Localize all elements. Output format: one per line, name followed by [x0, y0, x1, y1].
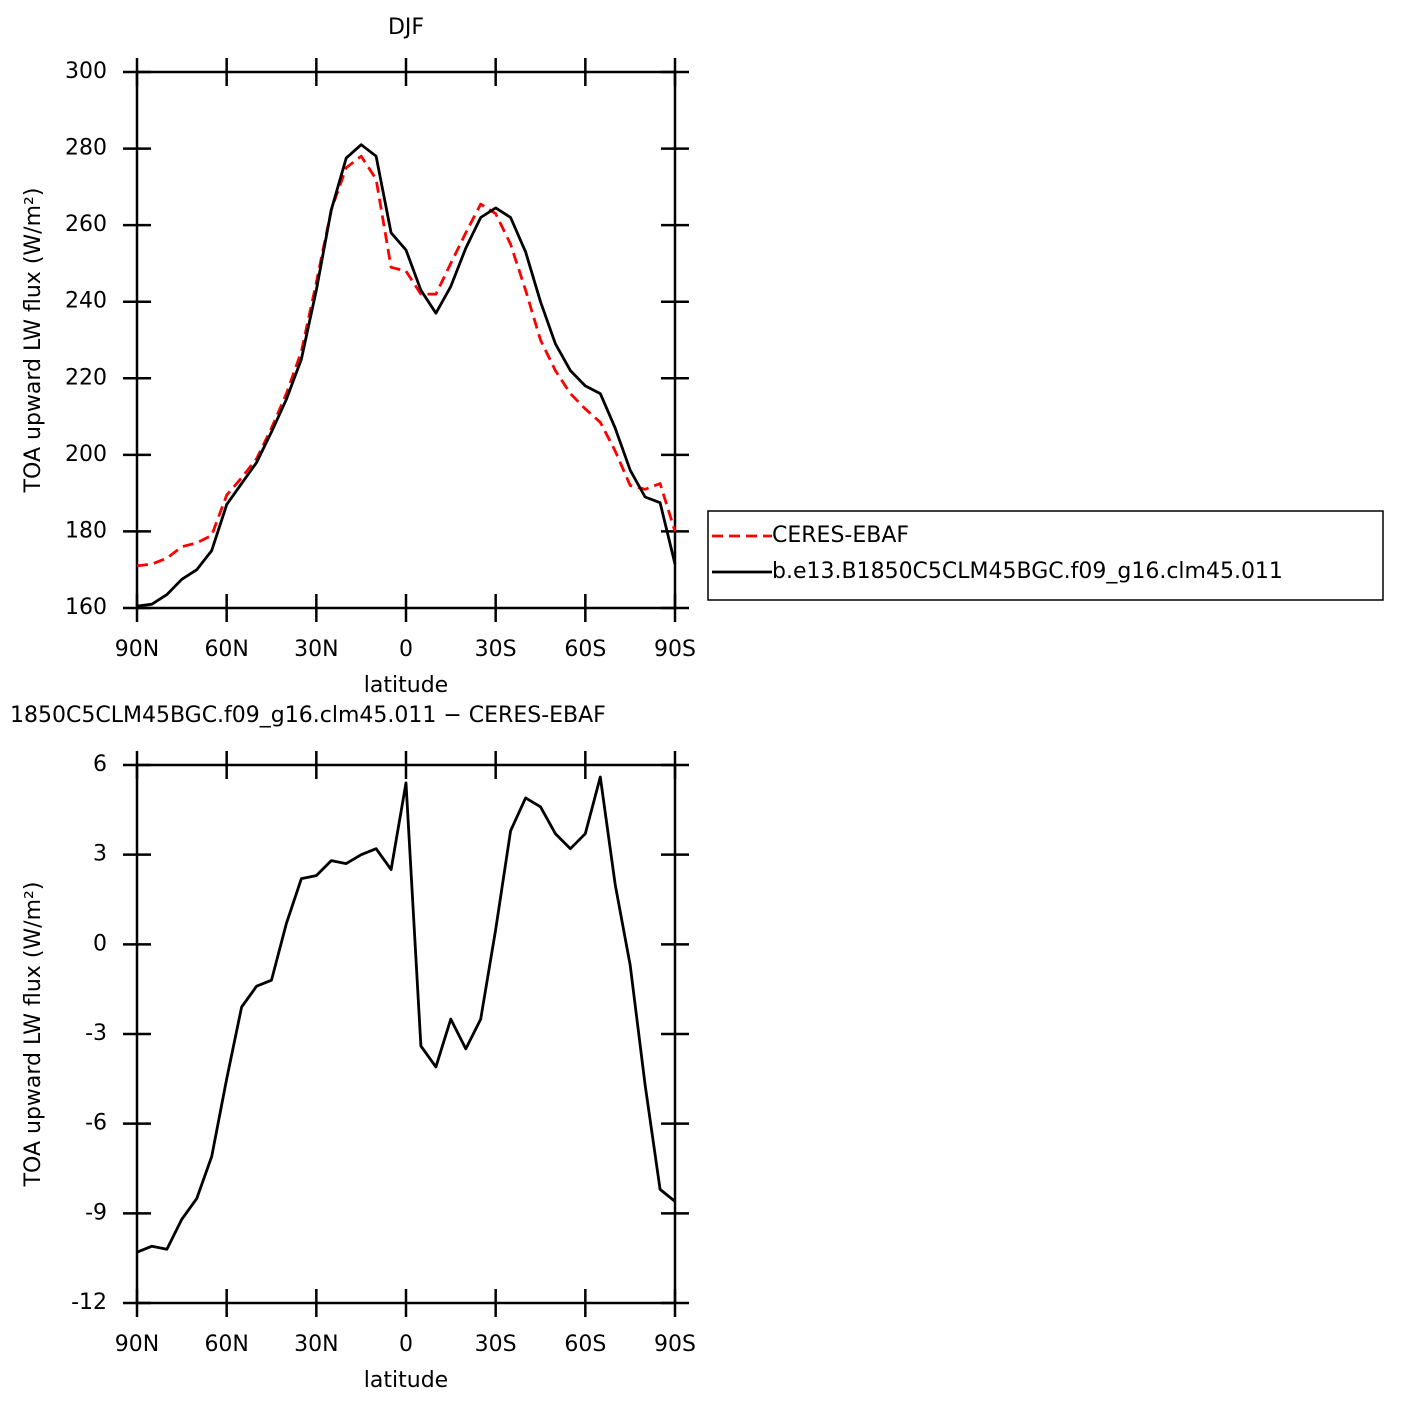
legend-box	[707, 510, 1384, 601]
chart-title: 1850C5CLM45BGC.f09_g16.clm45.011 − CERES…	[10, 703, 606, 728]
plot-frame	[135, 763, 677, 1305]
x-tick-label: 90S	[654, 637, 696, 662]
data-line	[136, 143, 677, 608]
legend-label: b.e13.B1850C5CLM45BGC.f09_g16.clm45.011	[772, 559, 1283, 584]
x-tick-label: 60S	[564, 637, 606, 662]
y-tick-label: -12	[71, 1290, 107, 1315]
x-tick-label: 90N	[115, 1332, 159, 1357]
y-axis-label: TOA upward LW flux (W/m²)	[21, 882, 46, 1188]
y-tick-label: -3	[85, 1021, 107, 1046]
x-tick-label: 30N	[294, 637, 338, 662]
y-tick-label: 280	[65, 136, 107, 161]
legend-label: CERES-EBAF	[772, 523, 909, 548]
y-tick-label: 160	[65, 595, 107, 620]
x-tick-label: 60N	[204, 637, 248, 662]
x-axis-label: latitude	[364, 673, 448, 698]
y-tick-label: 260	[65, 212, 107, 237]
data-line	[136, 154, 677, 568]
x-tick-label: 90N	[115, 637, 159, 662]
y-tick-label: 3	[93, 842, 107, 867]
y-tick-label: 0	[93, 931, 107, 956]
x-tick-label: 60S	[564, 1332, 606, 1357]
y-tick-label: -9	[85, 1200, 107, 1225]
y-tick-label: 200	[65, 442, 107, 467]
y-axis-label: TOA upward LW flux (W/m²)	[21, 188, 46, 494]
x-tick-label: 30N	[294, 1332, 338, 1357]
y-tick-label: 6	[93, 752, 107, 777]
y-tick-label: 180	[65, 518, 107, 543]
x-tick-label: 60N	[204, 1332, 248, 1357]
y-tick-label: 220	[65, 365, 107, 390]
x-tick-label: 30S	[475, 637, 517, 662]
data-line	[136, 775, 676, 1254]
x-tick-label: 0	[399, 1332, 413, 1357]
x-tick-label: 30S	[475, 1332, 517, 1357]
plot-frame	[135, 70, 677, 610]
x-tick-label: 90S	[654, 1332, 696, 1357]
y-tick-label: 300	[65, 59, 107, 84]
chart-title: DJF	[388, 15, 424, 40]
y-tick-label: -6	[85, 1111, 107, 1136]
x-axis-label: latitude	[364, 1368, 448, 1393]
y-tick-label: 240	[65, 289, 107, 314]
x-tick-label: 0	[399, 637, 413, 662]
